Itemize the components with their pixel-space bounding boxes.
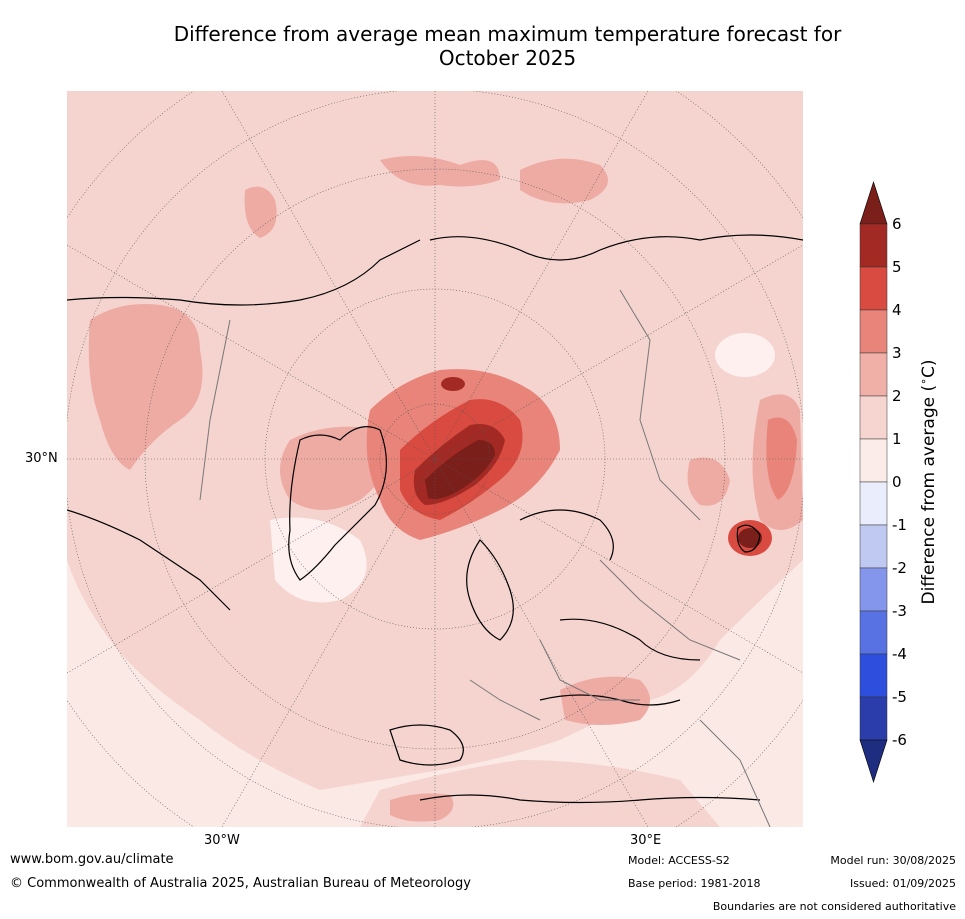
colorbar xyxy=(859,181,888,783)
colorbar-tick-label: 2 xyxy=(892,387,902,405)
colorbar-tick-label: 3 xyxy=(892,344,902,362)
anomaly-patch-arctic xyxy=(380,156,500,187)
colorbar-tick-label: 5 xyxy=(892,258,902,276)
country-boundaries xyxy=(199,289,771,827)
chart-title: Difference from average mean maximum tem… xyxy=(100,22,915,70)
graticule xyxy=(67,91,803,827)
anomaly-patch-over-6 xyxy=(425,440,495,499)
footer-model-run: Model run: 30/08/2025 xyxy=(830,854,956,867)
colorbar-title: Difference from average (∘C) xyxy=(917,359,939,605)
colorbar-tick-label: -2 xyxy=(892,559,907,577)
anomaly-patch-na xyxy=(88,304,203,470)
colorbar-tick-label: 4 xyxy=(892,301,902,319)
footer-model: Model: ACCESS-S2 xyxy=(628,854,730,867)
colorbar-segment xyxy=(859,481,888,526)
footer-website[interactable]: www.bom.gov.au/climate xyxy=(10,852,174,867)
colorbar-tick-label: 1 xyxy=(892,430,902,448)
colorbar-segment xyxy=(859,524,888,569)
colorbar-title-unit: C) xyxy=(918,359,939,378)
colorbar-tick-label: 0 xyxy=(892,473,902,491)
colorbar-tick-label: 6 xyxy=(892,215,902,233)
colorbar-segment xyxy=(859,266,888,311)
colorbar-title-main: Difference from average ( xyxy=(918,384,939,605)
colorbar-under-triangle xyxy=(859,739,888,783)
colorbar-segment xyxy=(859,696,888,741)
anomaly-patch-pacific xyxy=(520,158,608,204)
colorbar-segment xyxy=(859,653,888,698)
lat-label-30n: 30°N xyxy=(25,451,58,466)
colorbar-tick-label: -4 xyxy=(892,645,907,663)
colorbar-segment xyxy=(859,610,888,655)
anomaly-patch-svalbard xyxy=(441,377,465,391)
anomaly-near-zero-atlantic xyxy=(270,517,367,603)
map-area xyxy=(67,91,803,827)
colorbar-segment xyxy=(859,395,888,440)
anomaly-near-zero-siberia xyxy=(715,333,775,377)
lon-label-30w: 30°W xyxy=(204,833,240,848)
title-line-2: October 2025 xyxy=(438,46,577,70)
colorbar-segment xyxy=(859,567,888,612)
coastlines xyxy=(67,234,803,804)
anomaly-patch-med xyxy=(390,793,454,822)
colorbar-over-triangle xyxy=(859,181,888,225)
colorbar-segment xyxy=(859,352,888,397)
anomaly-patch-canada xyxy=(280,426,387,510)
colorbar-segment xyxy=(859,438,888,483)
colorbar-segment xyxy=(859,223,888,268)
footer-copyright: © Commonwealth of Australia 2025, Austra… xyxy=(10,876,471,891)
anomaly-patch-china xyxy=(687,457,730,506)
footer-base-period: Base period: 1981-2018 xyxy=(628,877,761,890)
anomaly-patch-bering xyxy=(244,186,277,238)
title-line-1: Difference from average mean maximum tem… xyxy=(173,22,842,46)
footer-disclaimer: Boundaries are not considered authoritat… xyxy=(712,900,956,913)
anomaly-patch-europe xyxy=(560,676,650,725)
colorbar-tick-label: -3 xyxy=(892,602,907,620)
colorbar-segment xyxy=(859,309,888,354)
lon-label-30e: 30°E xyxy=(630,833,662,848)
colorbar-tick-label: -6 xyxy=(892,731,907,749)
anomaly-caspian-over-6 xyxy=(738,528,762,548)
colorbar-tick-label: -1 xyxy=(892,516,907,534)
footer-issued: Issued: 01/09/2025 xyxy=(849,877,956,890)
colorbar-tick-label: -5 xyxy=(892,688,907,706)
